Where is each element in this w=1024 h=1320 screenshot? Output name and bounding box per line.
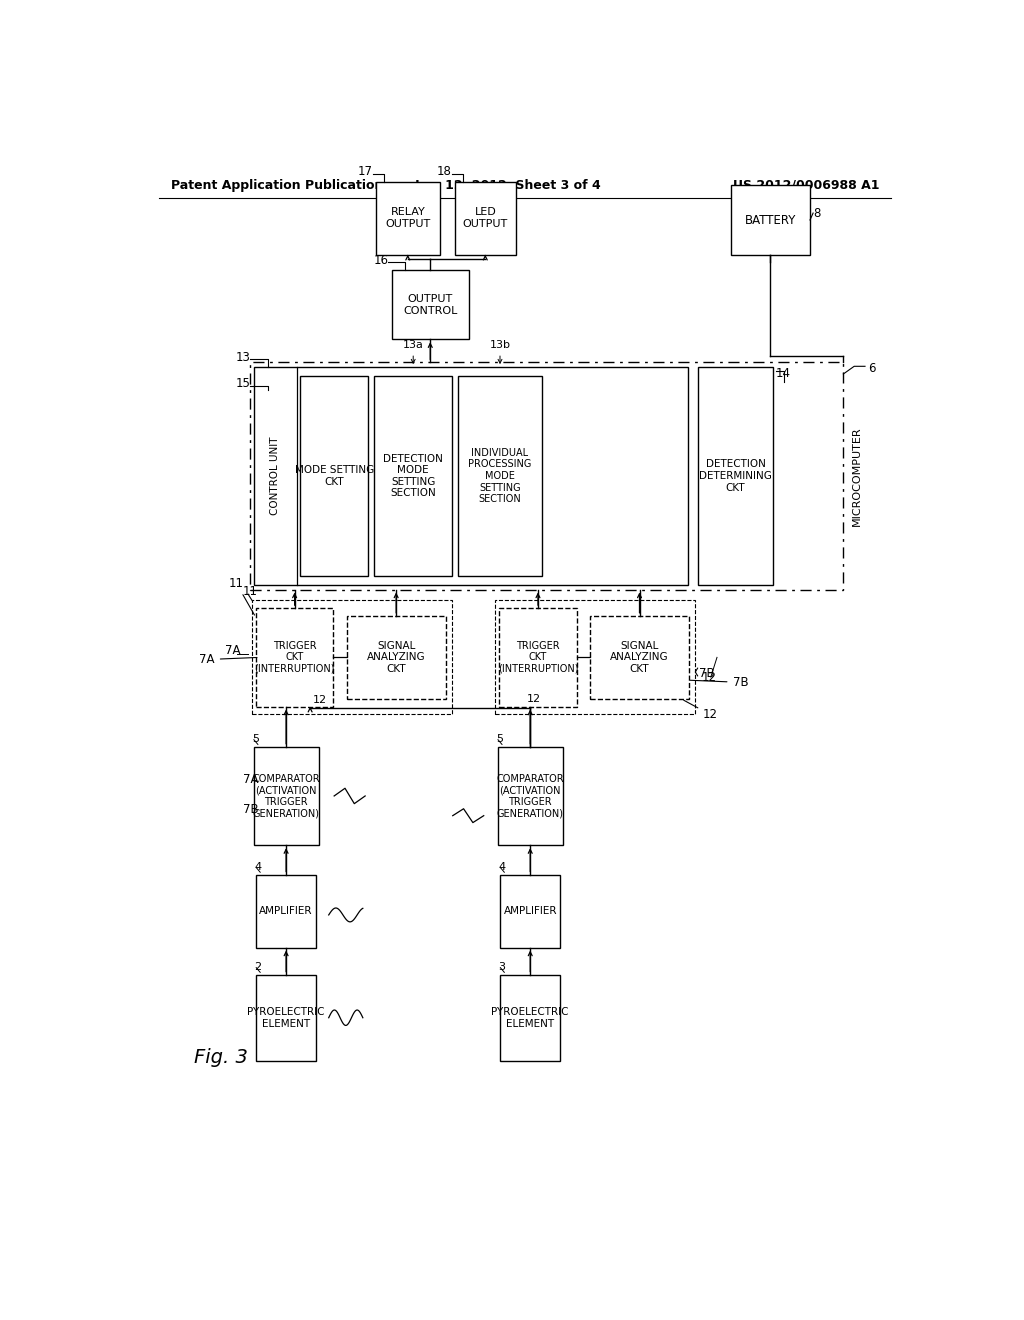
Text: 7B: 7B — [699, 667, 715, 680]
Text: 11: 11 — [228, 577, 255, 615]
Bar — [375, 376, 452, 576]
Text: 15: 15 — [236, 378, 251, 391]
Bar — [346, 615, 445, 700]
Bar — [254, 367, 687, 585]
Text: 7A: 7A — [200, 653, 257, 667]
Bar — [254, 747, 318, 845]
Text: 12: 12 — [313, 696, 328, 705]
Text: DETECTION
DETERMINING
CKT: DETECTION DETERMINING CKT — [699, 459, 772, 492]
Text: PYROELECTRIC
ELEMENT: PYROELECTRIC ELEMENT — [248, 1007, 325, 1028]
Text: RELAY
OUTPUT: RELAY OUTPUT — [385, 207, 430, 228]
Text: INDIVIDUAL
PROCESSING
MODE
SETTING
SECTION: INDIVIDUAL PROCESSING MODE SETTING SECTI… — [468, 447, 531, 504]
Text: MICROCOMPUTER: MICROCOMPUTER — [852, 426, 862, 525]
Bar — [391, 271, 469, 339]
Text: 5: 5 — [252, 734, 259, 744]
Bar — [251, 363, 844, 590]
Text: DETECTION
MODE
SETTING
SECTION: DETECTION MODE SETTING SECTION — [383, 454, 443, 499]
Text: 7B: 7B — [243, 803, 258, 816]
Text: LED
OUTPUT: LED OUTPUT — [463, 207, 508, 228]
Bar — [458, 376, 542, 576]
Text: CONTROL UNIT: CONTROL UNIT — [270, 437, 281, 515]
Text: Jan. 12, 2012  Sheet 3 of 4: Jan. 12, 2012 Sheet 3 of 4 — [415, 178, 601, 191]
Bar — [256, 974, 316, 1061]
Text: OUTPUT
CONTROL: OUTPUT CONTROL — [403, 294, 458, 315]
Text: 4: 4 — [254, 862, 261, 873]
Text: 4: 4 — [499, 862, 506, 873]
Text: 3: 3 — [499, 962, 506, 973]
Text: Fig. 3: Fig. 3 — [194, 1048, 248, 1068]
Bar — [376, 181, 439, 255]
Text: TRIGGER
CKT
(INTERRUPTION): TRIGGER CKT (INTERRUPTION) — [254, 640, 335, 675]
Text: 12: 12 — [684, 700, 718, 721]
Text: 11: 11 — [243, 585, 258, 598]
Bar — [252, 601, 452, 714]
Text: 13a: 13a — [402, 341, 424, 350]
Text: BATTERY: BATTERY — [744, 214, 797, 227]
Text: 7A: 7A — [243, 774, 258, 787]
Text: 5: 5 — [496, 734, 503, 744]
Text: SIGNAL
ANALYZING
CKT: SIGNAL ANALYZING CKT — [610, 640, 669, 675]
Text: PYROELECTRIC
ELEMENT: PYROELECTRIC ELEMENT — [492, 1007, 569, 1028]
Bar — [500, 609, 577, 706]
Text: 16: 16 — [374, 253, 388, 267]
Text: 2: 2 — [254, 962, 261, 973]
Bar — [590, 615, 689, 700]
Text: 17: 17 — [358, 165, 373, 178]
Text: 12: 12 — [701, 671, 717, 684]
Text: 6: 6 — [868, 363, 876, 375]
Text: 14: 14 — [776, 367, 791, 380]
Text: AMPLIFIER: AMPLIFIER — [504, 906, 557, 916]
Bar — [256, 609, 334, 706]
Bar — [256, 875, 316, 948]
Bar — [500, 974, 560, 1061]
Bar — [500, 875, 560, 948]
Text: 8: 8 — [813, 206, 820, 219]
Text: SIGNAL
ANALYZING
CKT: SIGNAL ANALYZING CKT — [367, 640, 425, 675]
Text: AMPLIFIER: AMPLIFIER — [259, 906, 313, 916]
Text: MODE SETTING
CKT: MODE SETTING CKT — [295, 465, 374, 487]
Bar — [300, 376, 369, 576]
Text: 12: 12 — [527, 694, 541, 705]
Bar — [731, 185, 810, 255]
Text: TRIGGER
CKT
(INTERRUPTION): TRIGGER CKT (INTERRUPTION) — [498, 640, 579, 675]
Text: 7B: 7B — [690, 676, 749, 689]
Text: 13: 13 — [236, 351, 251, 364]
Text: COMPARATOR
(ACTIVATION
TRIGGER
GENERATION): COMPARATOR (ACTIVATION TRIGGER GENERATIO… — [252, 774, 319, 818]
Bar — [496, 601, 695, 714]
Text: Patent Application Publication: Patent Application Publication — [171, 178, 383, 191]
Text: COMPARATOR
(ACTIVATION
TRIGGER
GENERATION): COMPARATOR (ACTIVATION TRIGGER GENERATIO… — [497, 774, 564, 818]
Text: 13b: 13b — [489, 341, 511, 350]
Text: US 2012/0006988 A1: US 2012/0006988 A1 — [733, 178, 880, 191]
Text: 18: 18 — [437, 165, 452, 178]
Bar — [455, 181, 515, 255]
Bar — [498, 747, 563, 845]
Text: 7A: 7A — [225, 644, 241, 657]
Bar — [698, 367, 773, 585]
